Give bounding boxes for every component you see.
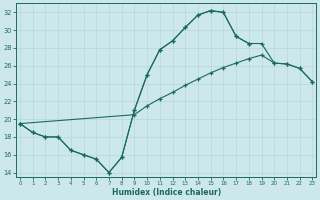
X-axis label: Humidex (Indice chaleur): Humidex (Indice chaleur)	[112, 188, 221, 197]
